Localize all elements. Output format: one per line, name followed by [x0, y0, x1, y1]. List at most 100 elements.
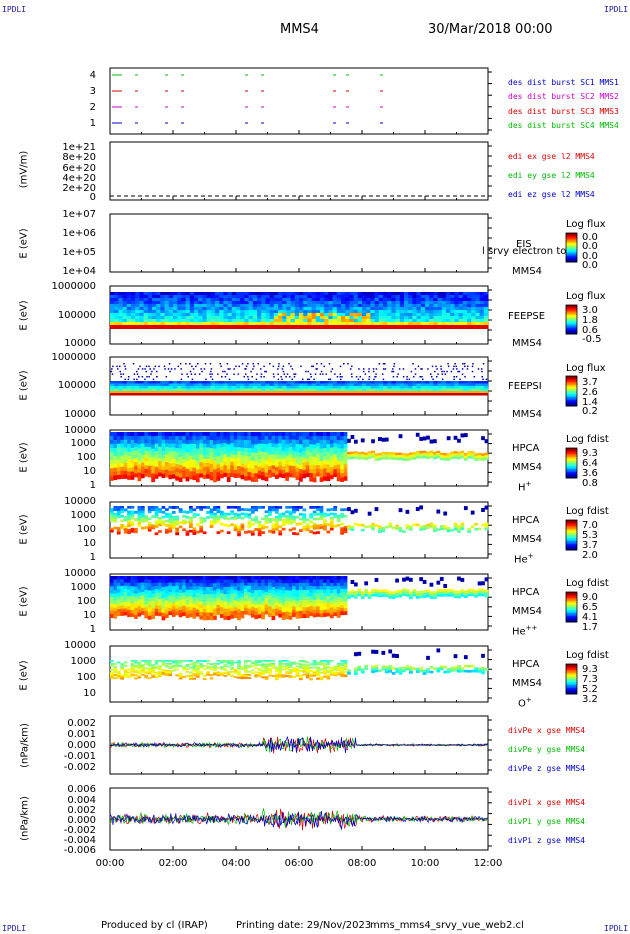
spectrogram-cell [113, 607, 118, 612]
spectrogram-cell [357, 391, 363, 393]
spectrogram-cell [244, 582, 248, 586]
spectrogram-cell [127, 451, 131, 457]
spectrogram-cell [399, 292, 405, 296]
spectrogram-cell [391, 457, 396, 460]
spectrogram-cell [130, 510, 135, 513]
spectrogram-cell [477, 368, 480, 370]
spectrogram-cell [336, 322, 342, 325]
spectrogram-cell [368, 368, 370, 370]
spectrogram-cell [219, 466, 224, 471]
spectrogram-cell [130, 432, 135, 437]
spectrogram-cell [324, 304, 329, 308]
spectrogram-cell [202, 388, 207, 392]
spectrogram-cell [319, 517, 324, 520]
spectrogram-cell [192, 447, 197, 453]
spectrogram-cell [182, 595, 186, 600]
spectrogram-cell [139, 310, 144, 314]
spectrogram-cell [481, 370, 483, 373]
spectrogram-cell [479, 295, 485, 299]
spectrogram-cell [118, 304, 123, 308]
spectrogram-cell [137, 456, 142, 461]
spectrogram-cell [412, 295, 417, 299]
colorbar-cell [566, 257, 577, 260]
spectrogram-cell [116, 602, 121, 607]
spectrogram-cell [387, 393, 392, 396]
spectrogram-cell [240, 301, 245, 305]
spectrogram-cell [336, 600, 341, 604]
spectrogram-cell [439, 452, 444, 456]
spectrogram-cell [458, 316, 464, 320]
spectrogram-cell [286, 307, 291, 311]
spectrogram-cell [114, 383, 119, 387]
spectrogram-cell [458, 381, 464, 384]
spectrogram-cell [446, 325, 451, 329]
spectrogram-cell [425, 391, 430, 393]
spectrogram-cell [378, 386, 384, 389]
spectrogram-cell [363, 368, 365, 370]
spectrogram-cell [479, 304, 485, 308]
colorbar-frame [565, 447, 578, 479]
spectrogram-cell [299, 432, 303, 437]
spectrogram-cell [216, 517, 221, 521]
spectrogram-cell [213, 601, 217, 606]
spectrogram-cell [137, 596, 142, 600]
spectrogram-cell [152, 393, 157, 396]
spectrogram-cell [257, 459, 262, 464]
spectrogram-cell [261, 524, 265, 528]
spectrogram-cell [384, 452, 389, 455]
spectrogram-cell [460, 525, 465, 528]
spectrogram-cell [151, 526, 155, 530]
spectrogram-cell [324, 295, 329, 299]
spectrogram-cell [202, 435, 207, 441]
spectrogram-cell [199, 586, 204, 591]
spectrogram-cell [206, 316, 212, 320]
colorbar-cell [566, 332, 577, 335]
spectrogram-cell [147, 319, 153, 323]
spectrogram-cell [374, 393, 380, 396]
spectrogram-cell [268, 454, 272, 459]
spectrogram-cell [404, 322, 409, 325]
spectrogram-cell [269, 391, 275, 393]
spectrogram-cell [272, 365, 275, 368]
spectrogram-cell [395, 455, 399, 458]
spectrogram-cell [371, 593, 375, 597]
colorbar-cell [566, 524, 577, 527]
spectrogram-cell [281, 432, 286, 437]
spectrogram-cell [195, 589, 200, 594]
spectrogram-cell [339, 378, 342, 381]
spectrogram-cell [333, 506, 338, 509]
spectrogram-cell [292, 435, 296, 440]
spectrogram-cell [323, 586, 327, 590]
spectrogram-cell [116, 529, 121, 533]
spectrogram-cell [226, 605, 231, 610]
spectrogram-cell [127, 671, 131, 674]
spectrogram-cell [269, 304, 275, 308]
spectrogram-cell [151, 579, 155, 584]
spectrogram-cell [392, 368, 394, 370]
spectrogram-cell [120, 519, 125, 523]
spectrogram-cell [134, 579, 138, 584]
spectrogram-cell [483, 295, 489, 299]
spectrogram-cell [336, 304, 342, 308]
spectrogram-cell [395, 457, 399, 461]
spectrogram-cell [303, 319, 308, 323]
spectrogram-cell [479, 313, 485, 317]
spectrogram-cell [130, 467, 135, 472]
spectrogram-cell [223, 583, 228, 588]
spectrogram-cell [345, 388, 350, 392]
spectrogram-cell [244, 292, 249, 296]
spectrogram-cell [160, 301, 165, 305]
spectrogram-cell [261, 463, 265, 469]
spectrogram-cell [175, 515, 180, 519]
spectrogram-cell [299, 452, 303, 458]
spectrogram-cell [147, 322, 153, 325]
spectrogram-cell [254, 440, 259, 445]
spectrogram-cell [484, 439, 489, 444]
spectrogram-cell [457, 576, 461, 581]
spectrogram-cell [404, 298, 409, 302]
spectrogram-cell [206, 295, 212, 299]
spectrogram-cell [281, 519, 286, 522]
spectrogram-cell [173, 310, 178, 314]
spectrogram-cell [315, 295, 321, 299]
spectrogram-cell [367, 591, 372, 595]
